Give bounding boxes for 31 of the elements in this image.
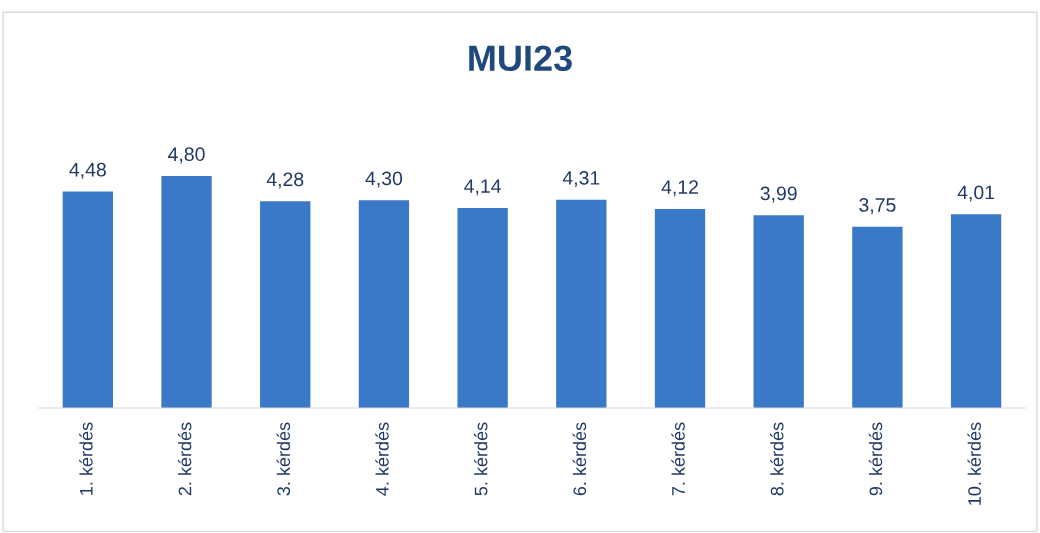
bar <box>358 200 410 409</box>
bar <box>852 226 903 409</box>
bar <box>556 199 607 409</box>
bar <box>62 191 113 409</box>
data-label: 4,14 <box>464 179 501 196</box>
data-label: 4,48 <box>69 162 106 179</box>
x-tick-label: 7. kérdés <box>671 422 685 496</box>
data-label: 4,12 <box>661 180 698 197</box>
x-tick-label: 8. kérdés <box>770 422 784 496</box>
x-tick-label: 6. kérdés <box>572 422 587 496</box>
bar <box>457 207 508 409</box>
bar <box>950 214 1002 409</box>
bar <box>753 215 804 409</box>
data-label: 3,99 <box>760 186 797 203</box>
bar <box>654 208 706 409</box>
bar <box>260 201 311 409</box>
chart-title: MUI23 <box>469 45 572 72</box>
x-tick-label: 10. kérdés <box>967 422 981 505</box>
x-tick-label: 3. kérdés <box>276 422 291 496</box>
x-tick-label: 5. kérdés <box>473 422 488 496</box>
data-label: 4,80 <box>168 147 205 164</box>
bar <box>161 176 212 409</box>
data-label: 3,75 <box>859 198 896 215</box>
x-tick-label: 4. kérdés <box>375 422 389 496</box>
data-label: 4,01 <box>957 185 995 202</box>
x-tick-label: 2. kérdés <box>177 422 192 496</box>
data-label: 4,28 <box>266 172 304 189</box>
x-tick-label: 1. kérdés <box>79 422 93 495</box>
data-label: 4,31 <box>562 171 600 188</box>
data-label: 4,30 <box>365 171 403 188</box>
x-tick-label: 9. kérdés <box>868 422 883 496</box>
